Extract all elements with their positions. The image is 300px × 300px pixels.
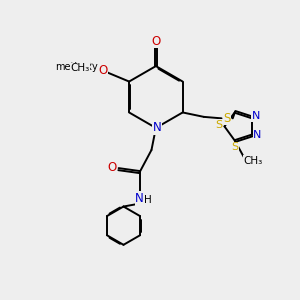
Text: methyl: methyl	[88, 63, 93, 64]
Text: N: N	[153, 122, 162, 134]
Text: N: N	[253, 130, 262, 140]
Text: CH₃: CH₃	[70, 63, 90, 73]
Text: CH₃: CH₃	[243, 156, 262, 166]
Text: methoxy: methoxy	[55, 62, 98, 72]
Text: S: S	[215, 120, 222, 130]
Text: O: O	[107, 161, 117, 174]
Text: N: N	[135, 192, 144, 205]
Text: N: N	[251, 111, 260, 121]
Text: S: S	[232, 142, 238, 152]
Text: S: S	[223, 112, 230, 125]
Text: O: O	[98, 64, 107, 77]
Text: O: O	[151, 34, 160, 48]
Text: H: H	[144, 195, 152, 205]
